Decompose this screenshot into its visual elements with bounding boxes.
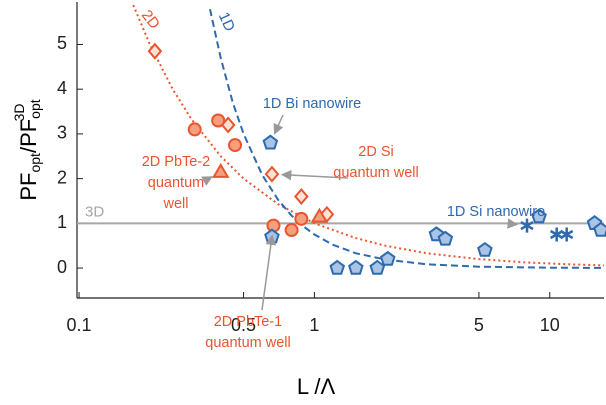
y-tick-label: 5 — [57, 33, 67, 53]
marker-star — [520, 218, 534, 233]
annotation: 1D Bi nanowire — [263, 96, 361, 112]
y-axis-label: PFopt/PFopt3D — [11, 99, 43, 200]
curve — [132, 4, 605, 267]
marker-diamond — [264, 165, 280, 183]
annotation: 1D Si nanowire — [447, 204, 545, 220]
y-label-part: 3D — [11, 103, 27, 121]
marker-triangle — [212, 162, 230, 178]
marker-circle — [187, 122, 202, 137]
y-tick-label: 0 — [57, 257, 67, 277]
marker-pentagon — [369, 259, 386, 275]
marker-pentagon — [477, 241, 493, 257]
marker-pentagon — [593, 221, 606, 237]
marker-pentagon — [437, 230, 454, 246]
marker-star — [559, 227, 574, 242]
marker-pentagon — [531, 208, 547, 224]
curve — [209, 8, 605, 269]
annotation: 2D PbTe-1 — [214, 314, 283, 330]
x-tick-label: 1 — [309, 315, 319, 335]
y-label-part: PF — [16, 173, 41, 201]
marker-diamond — [220, 116, 236, 134]
annotation-arrow — [201, 176, 213, 186]
marker-triangle — [310, 207, 329, 223]
annotation: well — [163, 196, 189, 212]
y-label-part: opt — [27, 153, 43, 173]
x-axis-label: L /Λ — [297, 374, 336, 399]
curve-label: 1D — [215, 10, 238, 35]
marker-diamond — [294, 187, 309, 206]
annotation-arrow — [280, 169, 349, 181]
curve-label: 2D — [138, 7, 163, 33]
annotation: 2D PbTe-2 — [142, 154, 211, 170]
annotation: quantum well — [333, 165, 418, 181]
marker-circle — [294, 211, 309, 226]
y-label-part: opt — [27, 99, 43, 119]
marker-pentagon — [262, 134, 279, 150]
y-label-part: /PF — [16, 119, 41, 153]
annotation: quantum well — [205, 335, 290, 351]
marker-pentagon — [348, 259, 364, 275]
y-tick-label: 3 — [57, 123, 67, 143]
reference-label: 3D — [85, 203, 104, 220]
plot-area — [132, 4, 605, 269]
marker-pentagon — [379, 250, 396, 266]
marker-diamond — [147, 42, 163, 60]
annotation: quantum — [148, 175, 204, 191]
annotation-arrow — [261, 234, 277, 311]
annotation-arrow — [507, 218, 519, 229]
x-tick-label: 0.1 — [67, 315, 92, 335]
marker-circle — [284, 223, 299, 238]
x-tick-label: 0.5 — [231, 315, 256, 335]
marker-circle — [228, 138, 243, 153]
annotation-arrow — [273, 114, 284, 135]
x-tick-label: 5 — [474, 315, 484, 335]
marker-star — [549, 227, 564, 242]
y-tick-label: 4 — [57, 78, 67, 98]
y-tick-label: 1 — [57, 212, 67, 232]
marker-pentagon — [329, 259, 346, 275]
marker-circle — [211, 113, 226, 128]
annotation: 2D Si — [358, 144, 393, 160]
y-tick-label: 2 — [57, 167, 67, 187]
x-tick-label: 10 — [540, 315, 560, 335]
